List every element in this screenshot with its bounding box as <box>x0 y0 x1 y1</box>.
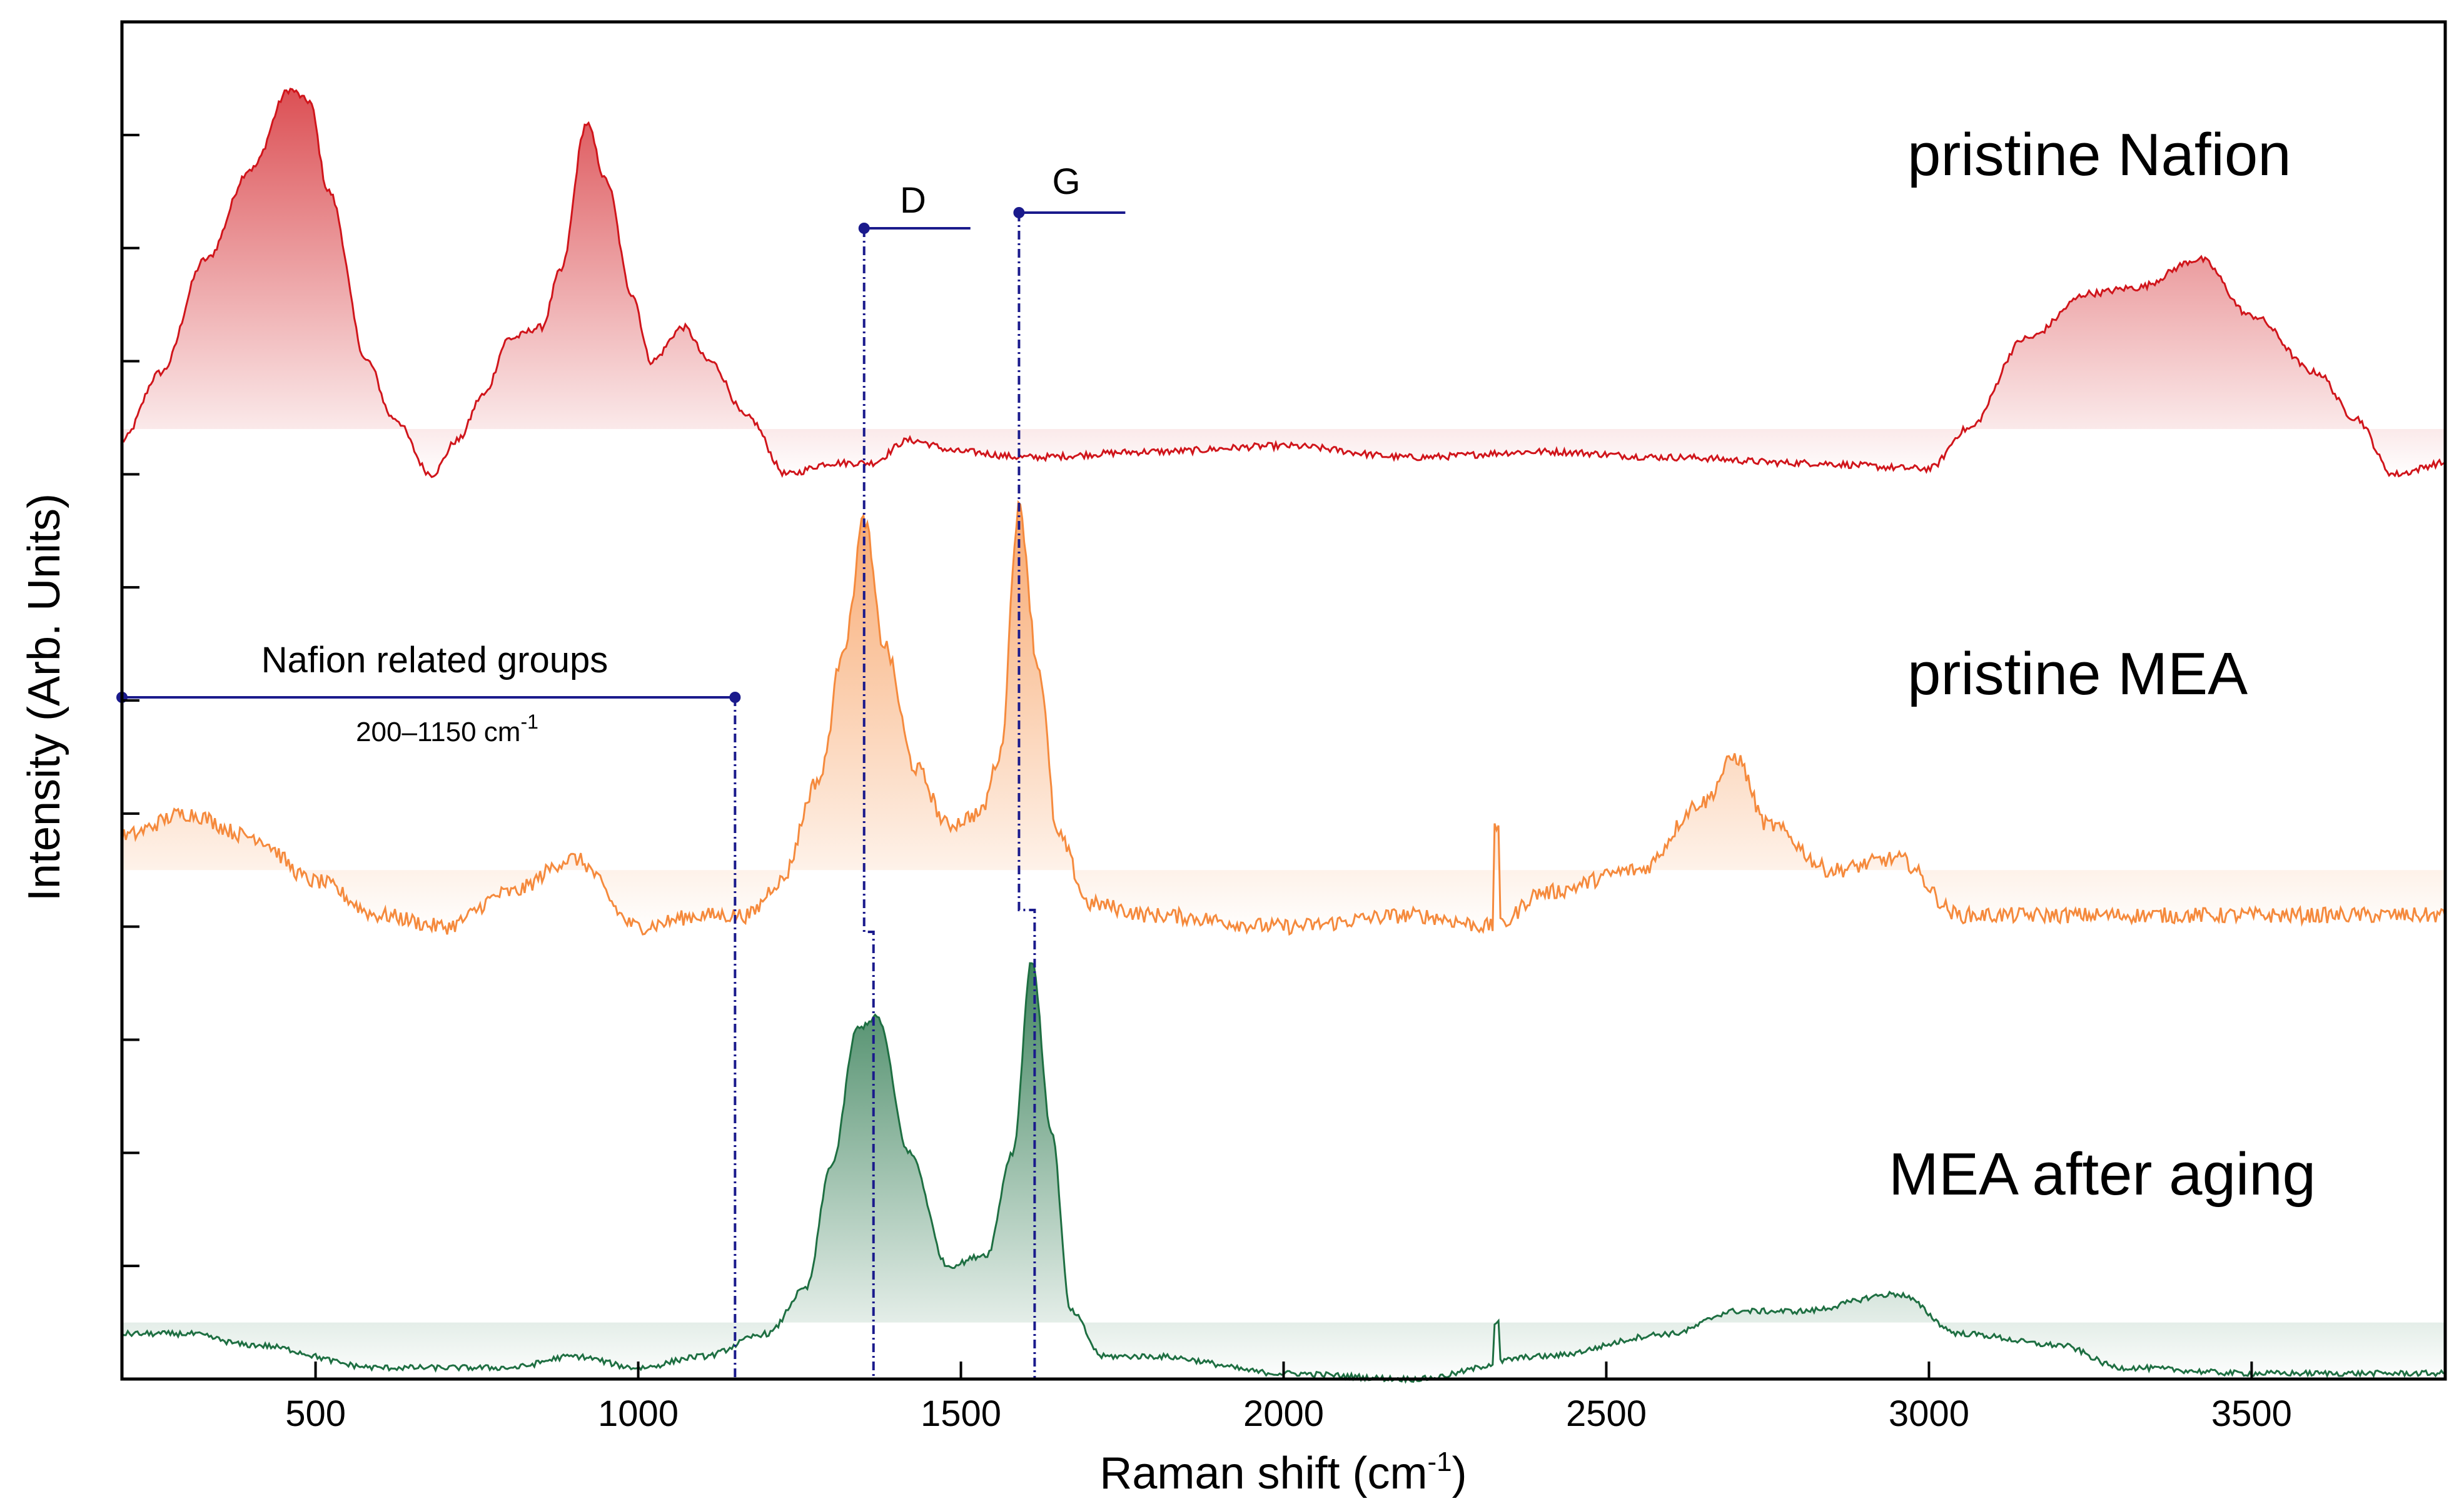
x-tick-label: 1500 <box>921 1393 1001 1434</box>
series-label-pristine-mea: pristine MEA <box>1907 640 2248 707</box>
nafion-range-sublabel: 200–1150 cm-1 <box>356 710 538 747</box>
g-band-label: G <box>1052 161 1080 202</box>
x-tick-label: 2500 <box>1566 1393 1647 1434</box>
area-fill-2 <box>122 963 2445 1382</box>
x-axis-title: Raman shift (cm-1) <box>1099 1447 1467 1498</box>
series-line-0 <box>121 88 2446 478</box>
d-marker-dropline <box>862 228 875 1379</box>
axis-ticks: 500 1000 1500 2000 2500 3000 3500 <box>122 21 2292 1434</box>
x-tick-label: 3500 <box>2211 1393 2292 1434</box>
x-tick-label: 3000 <box>1889 1393 1969 1434</box>
series-label-pristine-nafion: pristine Nafion <box>1907 121 2291 188</box>
x-tick-label: 500 <box>285 1393 346 1434</box>
series-label-mea-after-aging: MEA after aging <box>1889 1141 2316 1208</box>
area-fill-0 <box>122 89 2445 477</box>
series-line-1 <box>121 500 2446 936</box>
y-axis-title: Intensity (Arb. Units) <box>19 493 69 901</box>
d-band-label: D <box>900 180 926 221</box>
x-tick-label: 1000 <box>598 1393 679 1434</box>
x-tick-label: 2000 <box>1243 1393 1324 1434</box>
nafion-range-label: Nafion related groups <box>261 640 608 680</box>
area-fill-1 <box>122 502 2445 935</box>
area-fills <box>122 89 2445 1382</box>
g-marker-dropline <box>1017 213 1036 1379</box>
